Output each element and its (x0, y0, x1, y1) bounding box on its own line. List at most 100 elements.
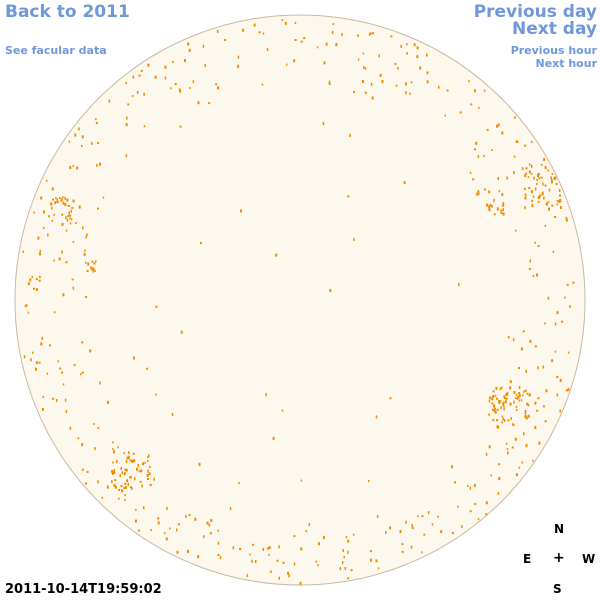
facula-dot (81, 135, 84, 139)
facula-dot (41, 336, 43, 340)
facula-dot (515, 229, 517, 232)
facula-dot (419, 66, 422, 70)
facula-dot (165, 537, 168, 541)
facula-dot (322, 122, 325, 125)
facula-dot (572, 281, 575, 284)
facula-dot (524, 193, 527, 196)
see-facular-data-link[interactable]: See facular data (5, 44, 107, 57)
facula-dot (171, 413, 174, 416)
facula-dot (144, 461, 146, 464)
facula-dot (111, 480, 113, 484)
facula-dot (507, 336, 510, 339)
facula-dot (90, 266, 92, 270)
facula-dot (113, 469, 115, 472)
facula-dot (65, 229, 68, 232)
facula-dot (405, 91, 407, 95)
next-day-link[interactable]: Next day (512, 19, 597, 39)
facula-dot (477, 190, 480, 194)
facula-dot (40, 342, 43, 346)
facula-dot (454, 481, 456, 484)
facula-dot (511, 446, 514, 449)
facula-dot (278, 576, 280, 580)
facula-dot (119, 474, 121, 478)
facula-dot (525, 167, 528, 170)
facula-dot (400, 44, 402, 48)
facula-dot (102, 196, 105, 199)
facula-dot (493, 198, 495, 202)
facula-dot (128, 451, 130, 455)
facula-dot (27, 311, 30, 314)
facula-dot (123, 472, 126, 476)
facula-dot (72, 164, 74, 167)
facula-dot (536, 183, 538, 185)
facula-dot (364, 91, 367, 94)
facula-dot (381, 80, 384, 83)
facula-dot (509, 386, 511, 389)
facula-dot (488, 206, 490, 209)
facula-dot (506, 392, 509, 396)
back-to-year-link[interactable]: Back to 2011 (5, 2, 130, 22)
facula-dot (527, 414, 530, 418)
facula-dot (426, 53, 428, 57)
facula-dot (62, 293, 65, 297)
facula-dot (139, 480, 142, 483)
facula-dot (538, 441, 541, 445)
facula-dot (35, 278, 38, 281)
facula-dot (515, 409, 518, 412)
facula-dot (276, 559, 279, 562)
facula-dot (537, 245, 540, 248)
facula-dot (498, 123, 500, 127)
facula-dot (272, 436, 275, 440)
facula-dot (421, 551, 423, 554)
facula-dot (569, 305, 571, 308)
facula-dot (347, 539, 350, 543)
facula-dot (496, 124, 498, 128)
facula-dot (377, 567, 380, 570)
facula-dot (286, 63, 288, 66)
facula-dot (57, 360, 59, 363)
facula-dot (85, 482, 87, 485)
facula-dot (147, 460, 149, 462)
facula-dot (72, 241, 75, 243)
facula-dot (242, 28, 245, 32)
previous-day-link[interactable]: Previous day (473, 2, 597, 22)
facula-dot (86, 233, 88, 237)
facula-dot (154, 75, 157, 79)
facula-dot (411, 523, 413, 527)
facula-dot (53, 311, 56, 314)
facula-dot (529, 339, 532, 343)
facula-dot (229, 507, 232, 511)
facula-dot (106, 485, 109, 489)
facula-dot (120, 484, 123, 487)
facula-dot (357, 58, 360, 61)
facula-dot (124, 468, 127, 471)
facula-dot (328, 82, 331, 85)
facula-dot (492, 390, 495, 393)
facula-dot (94, 447, 96, 451)
facula-dot (147, 63, 150, 67)
next-hour-link[interactable]: Next hour (535, 57, 598, 70)
facula-dot (64, 398, 67, 402)
facula-dot (551, 178, 553, 182)
previous-hour-link[interactable]: Previous hour (510, 44, 597, 57)
facula-dot (497, 177, 499, 180)
facula-dot (202, 44, 205, 48)
facula-dot (146, 367, 149, 370)
facula-dot (411, 527, 414, 530)
compass-west: W (582, 552, 596, 566)
facula-dot (518, 466, 521, 469)
facula-dot (55, 197, 57, 200)
facula-dot (490, 397, 493, 400)
facula-dot (35, 361, 38, 365)
facula-dot (204, 63, 206, 67)
facula-dot (300, 40, 303, 43)
facula-dot (492, 395, 495, 399)
facula-dot (528, 170, 531, 174)
facula-dot (61, 213, 64, 216)
facula-dot (137, 463, 139, 467)
facula-dot (501, 131, 504, 135)
facula-dot (426, 72, 429, 75)
facula-dot (357, 34, 359, 37)
facula-dot (56, 201, 59, 204)
facula-dot (344, 567, 347, 570)
